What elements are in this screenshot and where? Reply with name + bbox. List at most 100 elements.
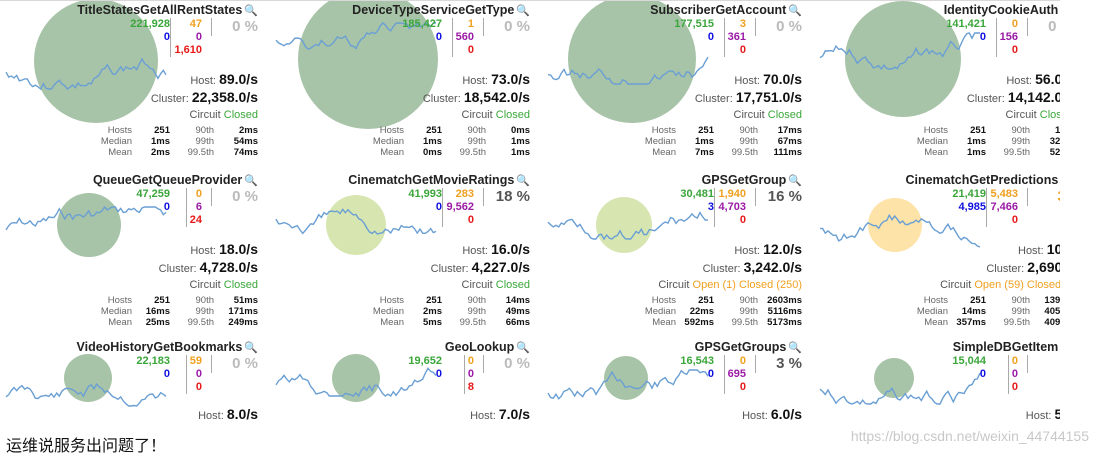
circuit-tile: GeoLookup 🔍 19,652 0 0 0 8 0 % Host: 7.0/s xyxy=(272,338,542,423)
stat-value: 1ms xyxy=(966,147,986,158)
error-percentage: 0 xyxy=(1028,355,1060,373)
error-count: 0 xyxy=(1011,214,1018,226)
latency-stats: Hosts 251 90th 2ms Median 1ms 99th 54ms Mean 2ms 9… xyxy=(86,125,260,158)
health-circle xyxy=(604,356,648,400)
stats-row: Hosts 251 90th 2603ms xyxy=(630,295,804,306)
host-label: Host: xyxy=(1018,245,1044,257)
count-column-3: 0 % xyxy=(483,18,530,36)
rejected-count: 3 xyxy=(739,18,746,30)
stats-row: Mean 0ms 99.5th 1ms xyxy=(358,147,532,158)
host-rate-value: 6.0/s xyxy=(770,406,802,422)
magnifier-icon[interactable]: 🔍 xyxy=(244,5,258,17)
health-circle xyxy=(332,354,380,402)
stats-row: Mean 357ms 99.5th 4096m xyxy=(902,317,1060,328)
footer-text: 运维说服务出问题了！ xyxy=(6,438,167,455)
stat-value: 2ms xyxy=(238,125,258,136)
circuit-name: CinematchGetMovieRatings xyxy=(348,173,515,187)
success-count: 41,993 xyxy=(408,188,442,200)
count-column-2: 0 156 0 xyxy=(995,18,1018,57)
health-circle xyxy=(868,198,922,252)
host-label: Host: xyxy=(190,245,216,257)
host-rate-value: 16.0/s xyxy=(491,241,530,257)
rate-sparkline xyxy=(547,369,709,400)
sparkline-path xyxy=(819,32,980,71)
stats-row: Median 1ms 99th 1ms xyxy=(358,136,532,147)
host-rate: Host: 7.0/s xyxy=(470,406,530,422)
latency-stats: Hosts 251 90th 2603ms Median 22ms 99th 5116ms Me… xyxy=(630,295,804,328)
stat-label: 99.5th xyxy=(187,317,214,328)
health-circle xyxy=(57,193,121,257)
success-count: 177,515 xyxy=(674,18,714,30)
cluster-label: Cluster: xyxy=(158,263,197,275)
rejected-count: 0 xyxy=(467,355,474,367)
count-column-1: 30,481 3 xyxy=(680,188,714,214)
rate-sparkline xyxy=(819,32,980,71)
failure-count: 361 xyxy=(727,31,746,43)
stat-value: 1ms xyxy=(422,136,442,147)
stats-row: Hosts 251 90th 17ms xyxy=(630,125,804,136)
stat-value: 251 xyxy=(698,295,714,306)
sparkline-path xyxy=(275,21,436,50)
stat-value: 2ms xyxy=(422,306,442,317)
magnifier-icon[interactable]: 🔍 xyxy=(244,342,258,354)
count-column-1: 47,259 0 xyxy=(136,188,170,214)
stat-label: 90th xyxy=(195,125,215,136)
cluster-label: Cluster: xyxy=(702,263,741,275)
stat-value: 251 xyxy=(154,295,170,306)
request-counts: 177,515 0 3 361 0 0 % xyxy=(652,18,802,64)
stat-value: 0ms xyxy=(510,125,530,136)
magnifier-icon[interactable]: 🔍 xyxy=(788,342,802,354)
host-rate-value: 73.0/s xyxy=(491,71,530,87)
rate-sparkline xyxy=(819,372,981,406)
cluster-label: Cluster: xyxy=(430,263,469,275)
timeout-count: 0 xyxy=(707,368,714,380)
circuit-state: Open (59) Closed (1 xyxy=(974,279,1060,291)
magnifier-icon[interactable]: 🔍 xyxy=(244,175,258,187)
circuit-name: VideoHistoryGetBookmarks xyxy=(76,340,243,354)
count-column-1: 141,421 0 xyxy=(946,18,986,44)
stat-value: 49ms xyxy=(505,306,530,317)
stat-label: 99th xyxy=(739,306,759,317)
host-label: Host: xyxy=(198,410,224,422)
stats-row: Median 16ms 99th 171ms xyxy=(86,306,260,317)
count-column-2: 1,940 4,703 0 xyxy=(714,188,746,227)
watermark: https://blog.csdn.net/weixin_44744155 xyxy=(850,428,1089,444)
magnifier-icon[interactable]: 🔍 xyxy=(788,175,802,187)
success-count: 21,419 xyxy=(952,188,986,200)
stat-label: Hosts xyxy=(107,295,132,306)
stat-value: 32ms xyxy=(1049,136,1060,147)
cluster-rate: Cluster: 3,242.0/s xyxy=(703,259,802,275)
count-column-1: 22,183 0 xyxy=(136,355,170,381)
circuit-name: SubscriberGetAccount xyxy=(650,3,787,17)
magnifier-icon[interactable]: 🔍 xyxy=(516,342,530,354)
stat-label: 99.5th xyxy=(1003,317,1030,328)
stat-value: 51ms xyxy=(233,295,258,306)
stat-value: 171ms xyxy=(228,306,258,317)
error-count: 0 xyxy=(467,44,474,56)
request-counts: 16,543 0 0 695 0 3 % xyxy=(652,355,802,401)
cluster-rate-value: 2,690.0 xyxy=(1027,259,1060,275)
magnifier-icon[interactable]: 🔍 xyxy=(516,5,530,17)
stat-label: 90th xyxy=(1011,295,1031,306)
cluster-rate: Cluster: 14,142.0/s xyxy=(967,89,1060,105)
magnifier-icon[interactable]: 🔍 xyxy=(788,5,802,17)
request-counts: 221,928 0 47 0 1,610 0 % xyxy=(108,18,258,64)
circuit-title: CinematchGetPredictions🔍 xyxy=(905,173,1060,187)
stat-value: 1396m xyxy=(1044,295,1060,306)
stat-label: Mean xyxy=(380,317,404,328)
sparkline-path xyxy=(819,372,981,406)
count-column-1: 19,652 0 xyxy=(408,355,442,381)
rate-sparkline xyxy=(547,56,709,85)
circuit-tile: SimpleDBGetItem🔍15,04400000Host: 5.0 xyxy=(816,338,1060,423)
count-column-2: 3 361 0 xyxy=(723,18,746,57)
circuit-status: Circuit Closed xyxy=(462,279,530,291)
cluster-rate: Cluster: 2,690.0 xyxy=(986,259,1060,275)
error-count: 24 xyxy=(189,214,202,226)
magnifier-icon[interactable]: 🔍 xyxy=(516,175,530,187)
stat-label: 99.5th xyxy=(459,317,486,328)
request-counts: 47,259 0 0 6 24 0 % xyxy=(108,188,258,234)
host-rate: Host: 10.0 xyxy=(1018,241,1060,257)
health-circle xyxy=(64,354,112,402)
stat-value: 2ms xyxy=(150,147,170,158)
circuit-label: Circuit xyxy=(189,279,221,291)
